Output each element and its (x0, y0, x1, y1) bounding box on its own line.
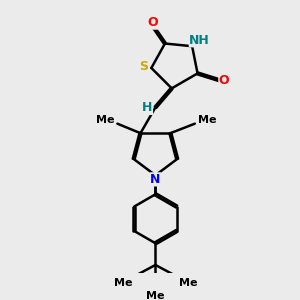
Text: H: H (142, 101, 152, 114)
Text: NH: NH (189, 34, 210, 47)
Text: Me: Me (96, 116, 115, 125)
Text: O: O (147, 16, 158, 29)
Text: Me: Me (114, 278, 132, 288)
Text: Me: Me (198, 116, 216, 125)
Text: Me: Me (178, 278, 197, 288)
Text: Me: Me (146, 291, 165, 300)
Text: N: N (150, 173, 161, 186)
Text: O: O (219, 74, 230, 87)
Text: S: S (139, 60, 148, 73)
